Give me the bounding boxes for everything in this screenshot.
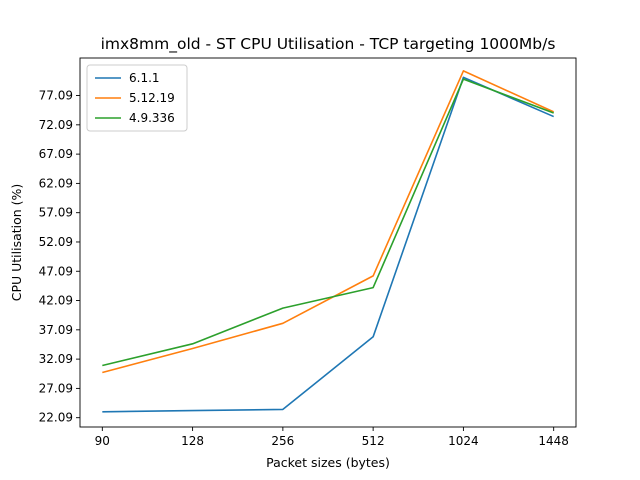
y-tick-label-6: 52.09 [39,235,73,249]
legend-label-5.12.19: 5.12.19 [129,91,175,105]
chart-title: imx8mm_old - ST CPU Utilisation - TCP ta… [101,35,556,54]
x-axis: 90 128 256 512 1024 1448 [95,427,569,448]
y-tick-label-7: 57.09 [39,206,73,220]
legend-label-4.9.336: 4.9.336 [129,111,175,125]
x-tick-label-1024: 1024 [448,434,479,448]
y-tick-label-2: 32.09 [39,352,73,366]
y-tick-label-5: 47.09 [39,264,73,278]
y-tick-label-1: 27.09 [39,381,73,395]
y-tick-label-11: 77.09 [39,89,73,103]
legend-box [86,64,188,132]
series-line-6.1.1 [102,76,554,413]
y-tick-label-10: 72.09 [39,118,73,132]
y-tick-label-4: 42.09 [39,294,73,308]
y-axis: 22.09 27.09 32.09 37.09 42.09 47.09 52.09 57.09… [39,89,80,425]
series-line-5.12.19 [102,70,555,374]
y-axis-label: CPU Utilisation (%) [9,184,24,302]
x-axis-label: Packet sizes (bytes) [266,455,390,470]
series-lines [102,70,555,413]
legend-label-6.1.1: 6.1.1 [129,71,160,85]
y-tick-label-3: 37.09 [39,323,73,337]
y-tick-label-8: 62.09 [39,176,73,190]
x-tick-label-512: 512 [362,434,385,448]
x-tick-label-128: 128 [181,434,204,448]
plot-area [79,57,577,428]
series-line-4.9.336 [102,78,554,367]
x-tick-label-256: 256 [271,434,294,448]
x-tick-label-1448: 1448 [538,434,569,448]
legend: 6.1.1 5.12.19 4.9.336 [86,64,188,132]
y-tick-label-0: 22.09 [39,411,73,425]
x-tick-label-90: 90 [95,434,110,448]
plot-frame [79,57,577,428]
y-tick-label-9: 67.09 [39,147,73,161]
